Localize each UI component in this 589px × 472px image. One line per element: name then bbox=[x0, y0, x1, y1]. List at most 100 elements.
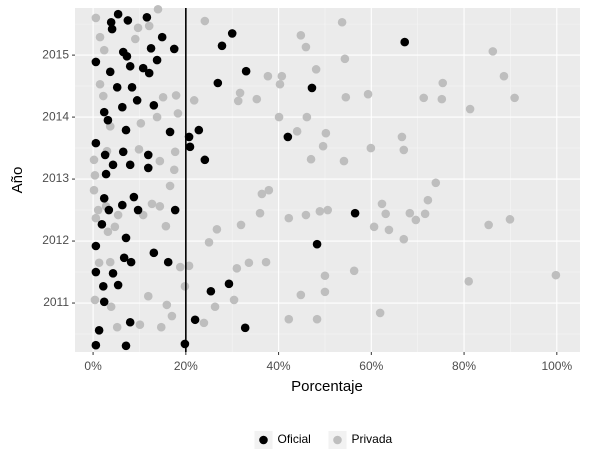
point bbox=[423, 195, 433, 205]
point bbox=[171, 91, 181, 100]
point bbox=[93, 205, 103, 215]
point bbox=[217, 41, 227, 51]
point bbox=[90, 171, 100, 180]
point bbox=[129, 192, 139, 202]
point bbox=[184, 261, 194, 271]
point bbox=[91, 241, 101, 251]
y-tick-label: 2013 bbox=[42, 171, 69, 185]
point bbox=[97, 220, 107, 229]
point bbox=[213, 78, 223, 88]
point bbox=[255, 208, 265, 218]
point bbox=[175, 262, 185, 272]
point bbox=[240, 323, 250, 333]
point bbox=[99, 107, 109, 117]
point bbox=[261, 257, 271, 267]
y-axis-title: Año bbox=[9, 167, 26, 194]
point bbox=[180, 339, 190, 349]
point bbox=[229, 295, 239, 305]
point bbox=[144, 21, 154, 31]
point bbox=[341, 92, 351, 102]
point bbox=[264, 185, 274, 195]
point bbox=[94, 326, 104, 335]
point bbox=[144, 68, 154, 78]
point bbox=[399, 145, 409, 155]
point bbox=[292, 127, 302, 136]
point bbox=[118, 200, 127, 210]
point bbox=[204, 237, 214, 247]
point bbox=[91, 13, 101, 23]
point bbox=[138, 63, 148, 73]
point bbox=[103, 227, 113, 237]
point bbox=[465, 104, 475, 114]
point bbox=[99, 297, 109, 307]
point bbox=[431, 178, 441, 188]
point bbox=[91, 340, 101, 350]
point bbox=[377, 199, 387, 209]
point bbox=[366, 143, 376, 153]
point bbox=[274, 112, 284, 122]
y-tick-label: 2015 bbox=[42, 47, 69, 61]
point bbox=[121, 125, 131, 135]
point bbox=[210, 302, 220, 312]
point bbox=[112, 322, 122, 332]
point bbox=[155, 156, 165, 166]
point bbox=[89, 185, 99, 195]
point bbox=[277, 71, 287, 81]
point bbox=[104, 205, 114, 215]
point bbox=[130, 34, 140, 44]
point bbox=[112, 83, 122, 92]
point bbox=[320, 287, 330, 297]
point bbox=[397, 132, 407, 142]
point bbox=[199, 318, 209, 328]
point bbox=[110, 222, 120, 232]
point bbox=[127, 83, 137, 92]
point bbox=[499, 71, 509, 81]
point bbox=[350, 208, 360, 218]
point bbox=[107, 24, 117, 34]
point bbox=[400, 37, 410, 47]
point bbox=[161, 221, 171, 231]
point bbox=[284, 213, 294, 223]
point bbox=[363, 89, 373, 99]
point bbox=[235, 88, 245, 98]
point bbox=[488, 47, 498, 56]
point bbox=[200, 155, 210, 165]
point bbox=[438, 78, 448, 88]
point bbox=[312, 314, 322, 324]
point bbox=[108, 268, 118, 278]
point bbox=[296, 30, 306, 40]
x-tick-label: 100% bbox=[541, 359, 572, 373]
point bbox=[121, 233, 131, 243]
point bbox=[135, 320, 145, 330]
point bbox=[167, 311, 177, 321]
point bbox=[283, 132, 293, 142]
point bbox=[551, 270, 561, 280]
point bbox=[101, 169, 111, 179]
point bbox=[169, 165, 179, 175]
point bbox=[147, 199, 157, 209]
point bbox=[302, 112, 312, 122]
point bbox=[263, 71, 273, 81]
point bbox=[510, 93, 519, 103]
point bbox=[173, 109, 183, 118]
point bbox=[143, 150, 153, 160]
point bbox=[108, 160, 118, 170]
point bbox=[399, 234, 409, 244]
point bbox=[133, 205, 143, 215]
point bbox=[296, 290, 306, 300]
point bbox=[194, 125, 204, 135]
point bbox=[275, 79, 285, 89]
point bbox=[189, 96, 199, 105]
point bbox=[125, 317, 135, 327]
point bbox=[103, 115, 113, 125]
point bbox=[420, 209, 430, 219]
point bbox=[165, 181, 175, 191]
point bbox=[94, 258, 104, 268]
point bbox=[318, 141, 328, 151]
point bbox=[146, 43, 156, 53]
point bbox=[236, 220, 246, 230]
point bbox=[185, 142, 195, 152]
point bbox=[125, 61, 135, 71]
point bbox=[505, 215, 515, 224]
point bbox=[301, 210, 311, 220]
